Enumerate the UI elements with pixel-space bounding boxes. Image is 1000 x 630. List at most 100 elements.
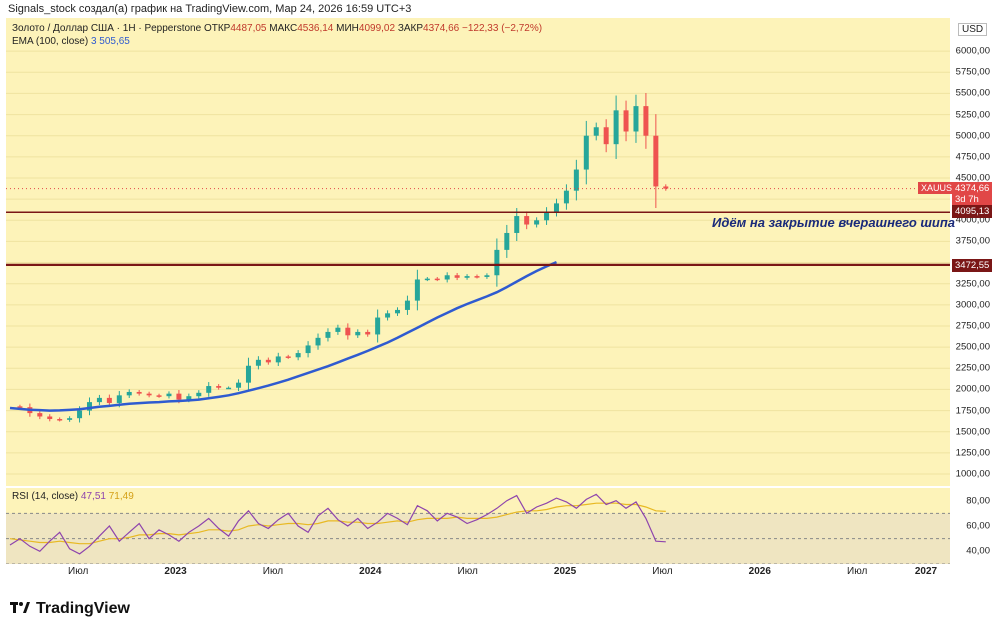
level2-price-tag: 3472,55 bbox=[952, 259, 993, 272]
candle-body bbox=[196, 392, 202, 397]
y-tick-label: 1000,00 bbox=[955, 468, 990, 480]
candle-body bbox=[206, 386, 212, 393]
candle-body bbox=[37, 413, 43, 417]
candle-body bbox=[663, 186, 669, 189]
candle-body bbox=[255, 359, 261, 366]
candle-body bbox=[434, 278, 440, 281]
candle-body bbox=[116, 395, 122, 403]
high-value: 4536,14 bbox=[297, 23, 334, 34]
rsi-chart-svg[interactable] bbox=[6, 488, 950, 565]
current-price-value: 4374,66 bbox=[955, 183, 990, 194]
candle-body bbox=[593, 127, 599, 136]
y-tick-label: 4000,00 bbox=[955, 214, 990, 226]
x-tick-label: Июл bbox=[457, 566, 478, 577]
ema-label[interactable]: EMA (100, close) bbox=[12, 36, 89, 47]
price-chart-area[interactable] bbox=[6, 18, 950, 486]
candle-body bbox=[17, 406, 23, 408]
candle-body bbox=[524, 216, 530, 225]
candle-body bbox=[404, 300, 410, 310]
candle-body bbox=[275, 356, 281, 363]
rsi-panel[interactable] bbox=[6, 488, 950, 565]
countdown-value: 3d 7h bbox=[955, 194, 979, 205]
candle-body bbox=[603, 127, 609, 145]
tradingview-brand[interactable]: TradingView bbox=[10, 600, 130, 618]
open-label: ОТКР bbox=[203, 23, 231, 34]
rsi-y-tick-label: 60,00 bbox=[966, 520, 990, 532]
candle-body bbox=[414, 279, 420, 301]
y-tick-label: 4500,00 bbox=[955, 172, 990, 184]
ema-value: 3 505,65 bbox=[90, 36, 130, 47]
ema-line bbox=[9, 260, 557, 412]
high-label: МАКС bbox=[269, 23, 298, 34]
rsi-legend: RSI (14, close) 47,51 71,49 bbox=[12, 491, 134, 502]
candle-body bbox=[375, 317, 381, 335]
y-tick-label: 6000,00 bbox=[955, 45, 990, 57]
candle-body bbox=[335, 327, 341, 332]
y-tick-label: 2000,00 bbox=[955, 383, 990, 395]
rsi-ma-value: 71,49 bbox=[108, 491, 134, 502]
y-tick-label: 2500,00 bbox=[955, 341, 990, 353]
candle-body bbox=[454, 275, 460, 278]
x-tick-label: 2024 bbox=[359, 566, 382, 577]
candle-body bbox=[96, 397, 102, 403]
candle-body bbox=[265, 359, 271, 363]
rsi-band bbox=[6, 513, 950, 564]
y-tick-label: 3250,00 bbox=[955, 278, 990, 290]
y-tick-label: 1500,00 bbox=[955, 426, 990, 438]
author-line: Signals_stock создал(а) график на Tradin… bbox=[8, 3, 412, 15]
y-tick-label: 5000,00 bbox=[955, 130, 990, 142]
candle-body bbox=[514, 216, 520, 233]
candle-body bbox=[156, 395, 162, 397]
candle-body bbox=[474, 276, 480, 278]
candle-body bbox=[504, 232, 510, 250]
annotation-text[interactable]: Идём на закрытие вчерашнего шипа bbox=[712, 215, 956, 230]
candle-body bbox=[106, 397, 112, 403]
candle-body bbox=[176, 393, 182, 400]
candle-body bbox=[77, 410, 83, 419]
candle-body bbox=[653, 135, 659, 187]
candle-body bbox=[355, 331, 361, 336]
candle-body bbox=[544, 211, 550, 221]
candle-body bbox=[464, 276, 470, 278]
candle-body bbox=[563, 190, 569, 204]
candle-body bbox=[146, 393, 152, 396]
candle-body bbox=[424, 278, 430, 281]
candle-body bbox=[285, 356, 291, 358]
y-tick-label: 2250,00 bbox=[955, 362, 990, 374]
candle-body bbox=[57, 419, 63, 421]
close-label: ЗАКР bbox=[397, 23, 424, 34]
main-legend: Золото / Доллар США · 1H · Pepperstone О… bbox=[12, 23, 542, 34]
price-axis[interactable]: 6000,00 5750,00 5500,00 5250,00 5000,00 4750,… bbox=[950, 18, 1000, 564]
candle-body bbox=[365, 331, 371, 335]
candle-body bbox=[67, 418, 73, 420]
candle-body bbox=[633, 106, 639, 132]
candle-body bbox=[226, 387, 232, 390]
x-tick-label: Июл bbox=[652, 566, 673, 577]
candle-body bbox=[47, 416, 53, 420]
open-value: 4487,05 bbox=[230, 23, 267, 34]
rsi-y-tick-label: 40,00 bbox=[966, 545, 990, 557]
rsi-value: 47,51 bbox=[80, 491, 106, 502]
candle-body bbox=[553, 203, 559, 212]
x-tick-label: 2026 bbox=[748, 566, 771, 577]
y-tick-label: 4750,00 bbox=[955, 151, 990, 163]
time-axis[interactable]: Июл 2023 Июл 2024 Июл 2025 Июл 2026 Июл 2027 bbox=[6, 566, 950, 584]
candle-body bbox=[395, 309, 401, 314]
y-tick-label: 5250,00 bbox=[955, 109, 990, 121]
candle-body bbox=[534, 220, 540, 225]
instrument-label[interactable]: Золото / Доллар США · 1H · Pepperstone bbox=[12, 23, 202, 34]
ema-legend: EMA (100, close) 3 505,65 bbox=[12, 36, 130, 47]
currency-button[interactable]: USD bbox=[958, 23, 988, 36]
y-tick-label: 3750,00 bbox=[955, 235, 990, 247]
candle-body bbox=[166, 393, 172, 397]
rsi-label[interactable]: RSI (14, close) bbox=[12, 491, 79, 502]
candle-body bbox=[325, 331, 331, 338]
candle-body bbox=[216, 386, 222, 388]
price-chart-svg[interactable] bbox=[6, 18, 950, 486]
tradingview-logo-icon bbox=[10, 600, 30, 618]
x-tick-label: Июл bbox=[262, 566, 284, 577]
y-tick-label: 5500,00 bbox=[955, 87, 990, 99]
rsi-line bbox=[9, 493, 666, 555]
low-value: 4099,02 bbox=[358, 23, 396, 34]
y-tick-label: 1750,00 bbox=[955, 405, 990, 417]
